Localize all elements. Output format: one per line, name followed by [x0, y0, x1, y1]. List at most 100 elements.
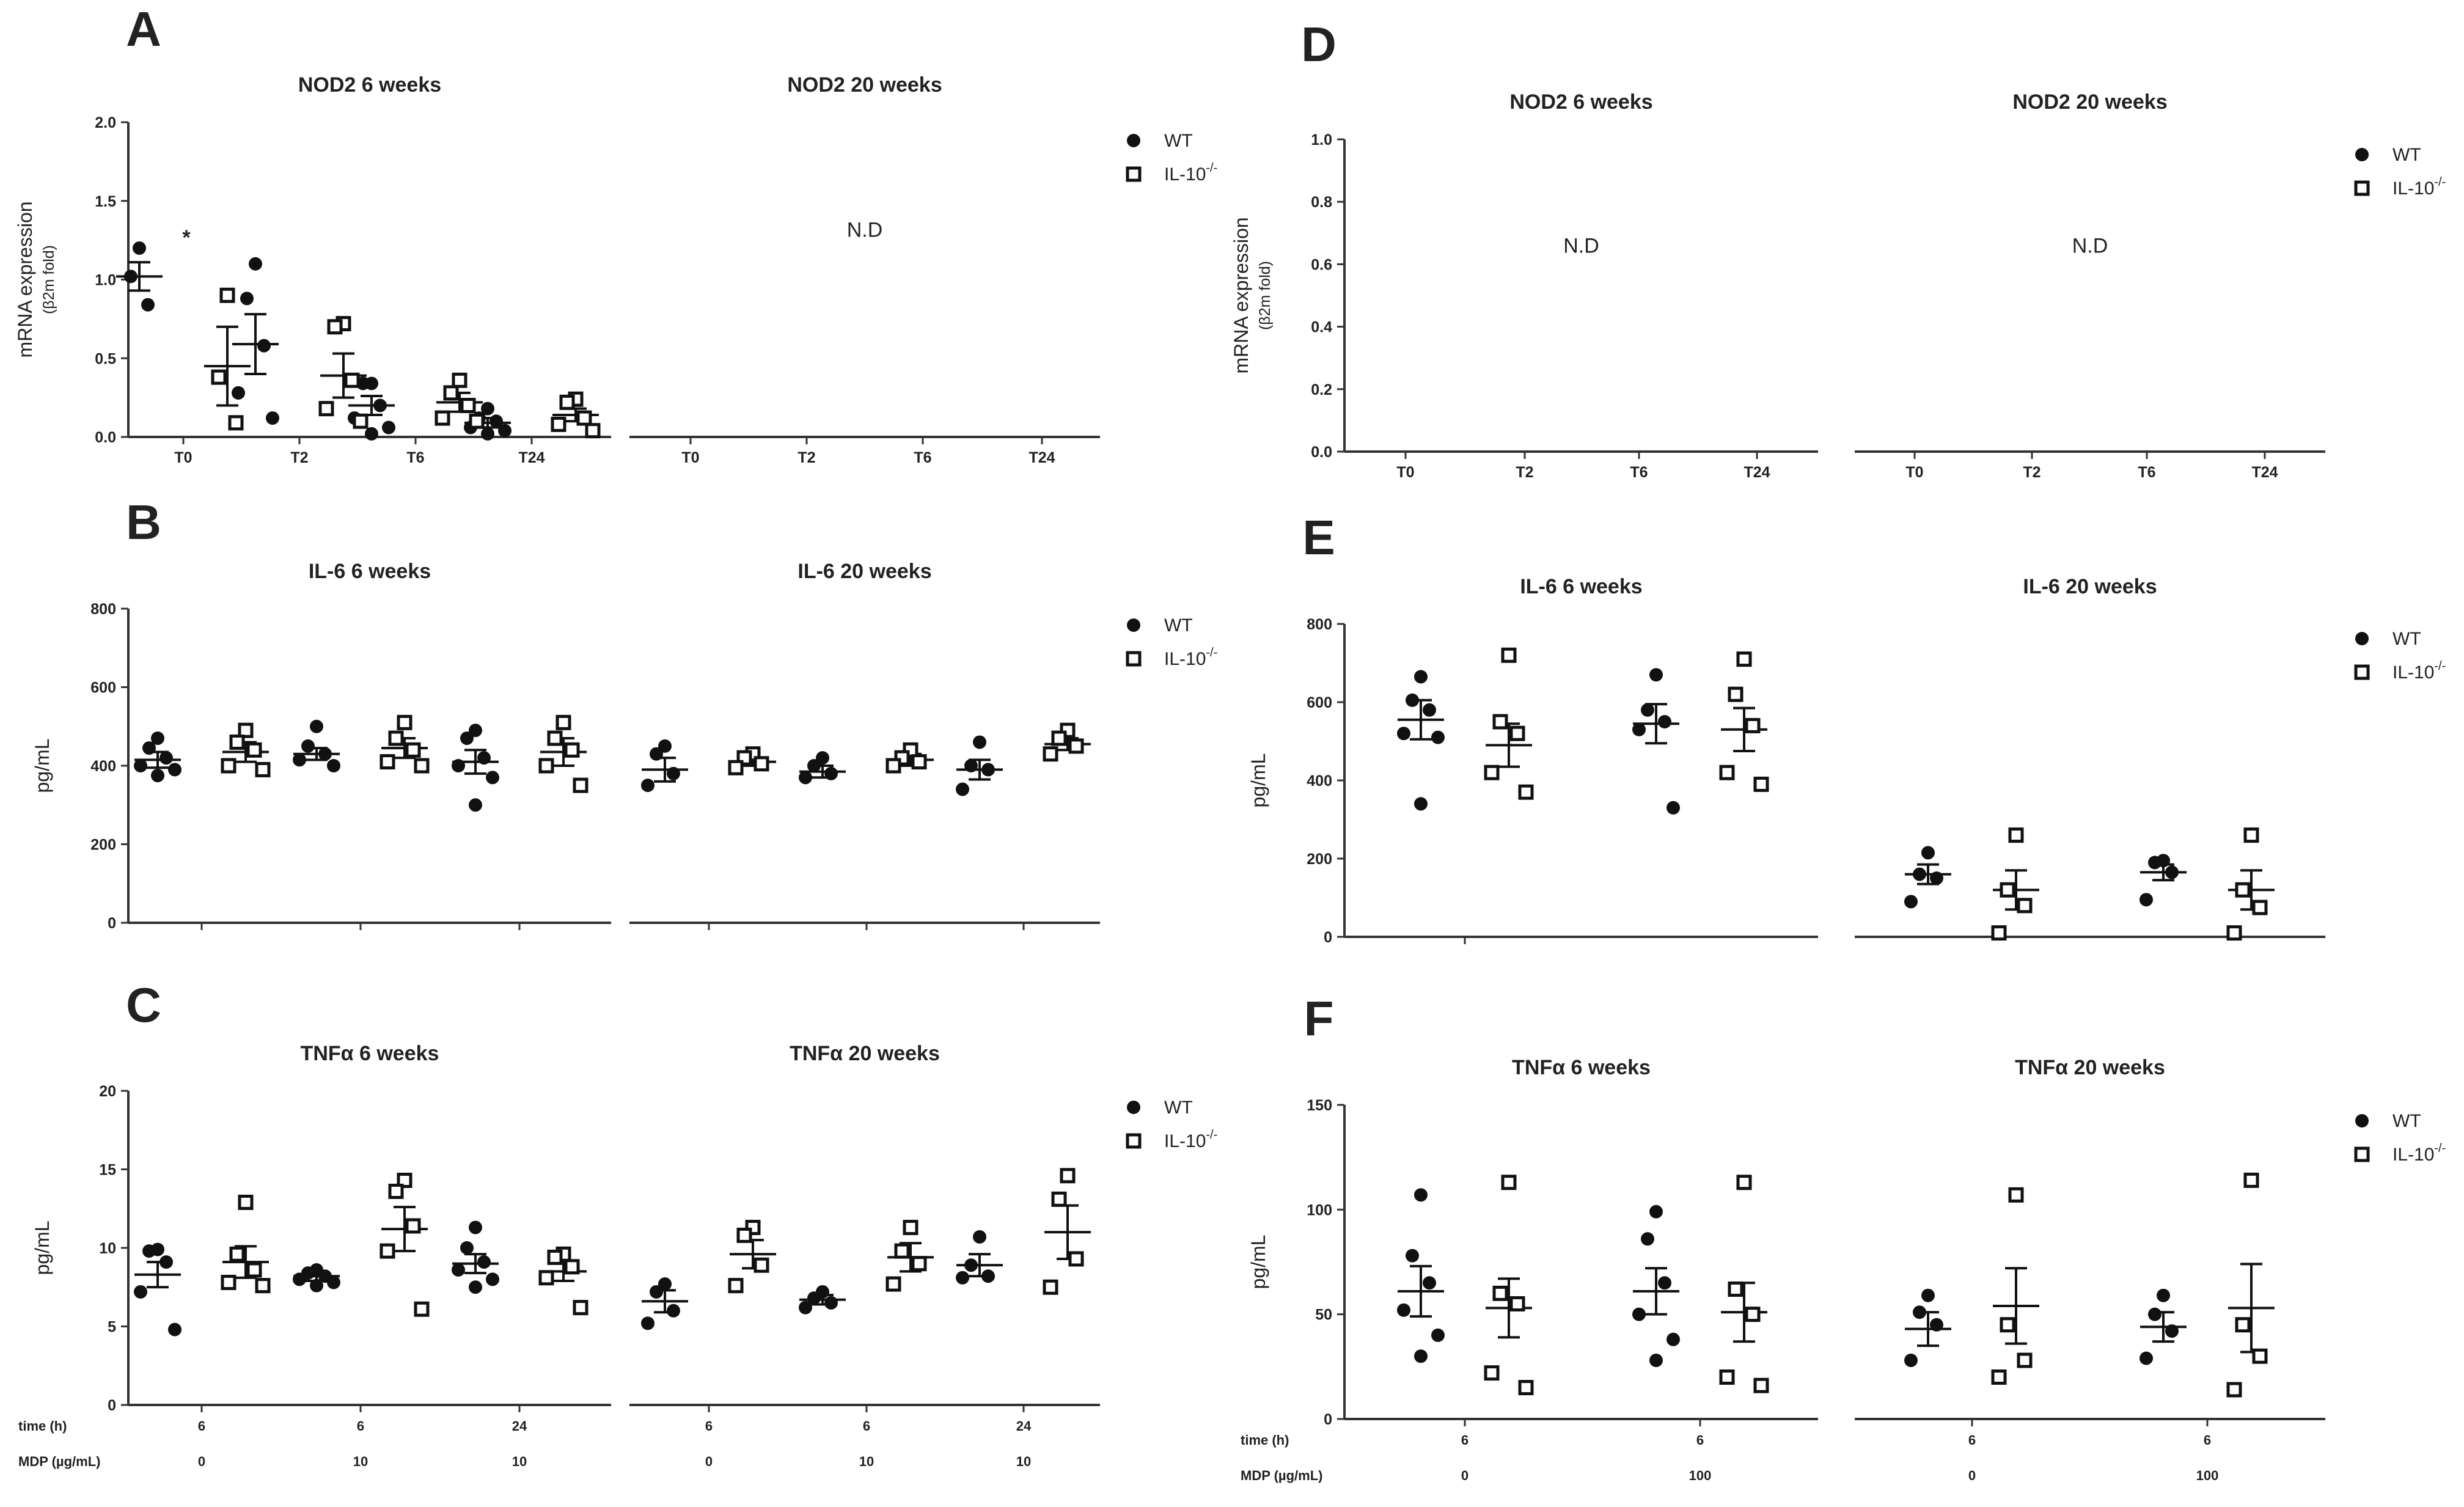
x-tick-label: T2 — [1516, 464, 1533, 481]
mdp-value: 0 — [1968, 1468, 1976, 1483]
data-point-il10-ko — [556, 714, 571, 730]
data-point-wt — [1930, 1318, 1943, 1332]
data-point-il10-ko — [2008, 827, 2024, 843]
x-tick-label: T6 — [406, 449, 424, 466]
chart-title-e2: IL-6 20 weeks — [2023, 575, 2157, 598]
data-point-wt — [301, 739, 315, 753]
y-tick-label: 0.2 — [1311, 381, 1332, 398]
time-value: 24 — [1016, 1418, 1032, 1434]
data-point-il10-ko — [2000, 882, 2015, 898]
x-tick-label: T6 — [1630, 464, 1648, 481]
chart-e1 — [1337, 623, 1818, 944]
data-point-il10-ko — [911, 754, 927, 770]
data-point-wt — [2148, 1307, 2162, 1321]
x-tick-label: T24 — [518, 449, 544, 466]
chart-b2 — [629, 722, 1100, 930]
y-tick-label: 1.5 — [95, 193, 116, 210]
y-tick-label: 0 — [1324, 929, 1332, 946]
chart-title-f1: TNFα 6 weeks — [1512, 1056, 1651, 1079]
legend-label-il10-superscript: -/- — [2434, 175, 2446, 189]
data-point-il10-ko — [2226, 1382, 2242, 1398]
data-point-wt — [799, 771, 812, 785]
data-point-wt — [490, 414, 503, 428]
data-point-wt — [1431, 730, 1445, 744]
data-point-wt — [1658, 715, 1671, 728]
data-point-wt — [160, 751, 173, 765]
data-point-wt — [469, 724, 482, 738]
time-value: 6 — [1461, 1432, 1469, 1448]
row-label-mdp-f: MDP (µg/mL) — [1241, 1468, 1322, 1483]
time-value: 6 — [1968, 1432, 1976, 1448]
data-point-wt — [168, 1322, 182, 1336]
data-point-wt — [641, 1316, 654, 1330]
data-point-il10-ko — [388, 730, 404, 746]
mdp-value: 0 — [705, 1454, 713, 1469]
legend-marker-il10 — [1126, 1133, 1142, 1149]
data-point-wt — [816, 751, 829, 765]
x-tick-label: T2 — [798, 449, 815, 466]
data-point-il10-ko — [388, 1183, 404, 1199]
panel-label-c: C — [126, 978, 161, 1032]
data-point-il10-ko — [327, 319, 343, 335]
mdp-value: 10 — [859, 1454, 874, 1469]
data-point-il10-ko — [238, 722, 254, 738]
data-point-wt — [477, 751, 491, 765]
data-point-il10-ko — [1518, 784, 1534, 800]
chart-title-e1: IL-6 6 weeks — [1520, 575, 1642, 598]
data-point-wt — [956, 782, 969, 796]
legend-label-il10: IL-10-/- — [2392, 659, 2446, 683]
panel-label-f: F — [1304, 991, 1334, 1046]
data-point-wt — [1414, 1188, 1428, 1202]
data-point-il10-ko — [2243, 827, 2259, 843]
data-point-wt — [1921, 1288, 1935, 1302]
data-point-wt — [460, 1241, 474, 1255]
legend-marker-il10 — [2354, 180, 2370, 196]
legend-label-wt: WT — [1164, 131, 1193, 151]
data-point-wt — [973, 1230, 986, 1244]
chart-e2 — [1855, 827, 2325, 941]
data-point-il10-ko — [894, 1243, 910, 1259]
data-point-il10-ko — [443, 385, 459, 401]
mdp-value: 10 — [353, 1454, 368, 1469]
chart-title-d1: NOD2 6 weeks — [1509, 90, 1652, 114]
data-point-wt — [293, 1272, 306, 1286]
legend: WT IL-10-/- — [1126, 1098, 1217, 1151]
data-point-wt — [151, 732, 164, 746]
chart-title-b2: IL-6 20 weeks — [798, 560, 931, 583]
legend-label-wt: WT — [1164, 615, 1193, 636]
data-point-il10-ko — [1051, 1191, 1067, 1207]
y-tick-label: 15 — [99, 1162, 116, 1179]
y-axis-label-f1: pg/mL — [1247, 1235, 1269, 1289]
data-point-il10-ko — [1728, 686, 1744, 702]
data-point-il10-ko — [1753, 776, 1769, 792]
data-point-wt — [469, 1280, 482, 1294]
data-point-wt — [486, 1272, 499, 1286]
data-point-wt — [1667, 1332, 1680, 1346]
data-point-wt — [477, 1255, 491, 1269]
legend: WT IL-10-/- — [2354, 629, 2446, 683]
data-point-il10-ko — [1492, 714, 1508, 730]
y-tick-label: 50 — [1315, 1307, 1332, 1324]
x-tick-label: T2 — [290, 449, 308, 466]
data-point-wt — [2157, 1288, 2170, 1302]
data-point-il10-ko — [211, 369, 227, 385]
y-axis-label-a1: mRNA expression — [14, 201, 36, 358]
y-tick-label: 0.6 — [1311, 256, 1332, 273]
data-point-il10-ko — [414, 1301, 430, 1317]
x-tick-label: T6 — [914, 449, 931, 466]
data-point-wt — [124, 270, 138, 284]
data-point-il10-ko — [573, 777, 588, 793]
chart-title-a1: NOD2 6 weeks — [298, 73, 441, 97]
data-point-wt — [310, 719, 323, 733]
data-point-wt — [1641, 703, 1654, 717]
data-point-il10-ko — [538, 758, 554, 774]
data-point-wt — [382, 420, 395, 435]
data-point-il10-ko — [1043, 1279, 1058, 1295]
data-point-wt — [327, 759, 340, 772]
chart-title-f2: TNFα 20 weeks — [2015, 1056, 2165, 1079]
y-tick-label: 400 — [1307, 772, 1332, 790]
mdp-value: 10 — [1016, 1454, 1031, 1469]
y-tick-label: 1.0 — [1311, 131, 1332, 148]
legend-marker-wt — [2355, 1114, 2369, 1128]
